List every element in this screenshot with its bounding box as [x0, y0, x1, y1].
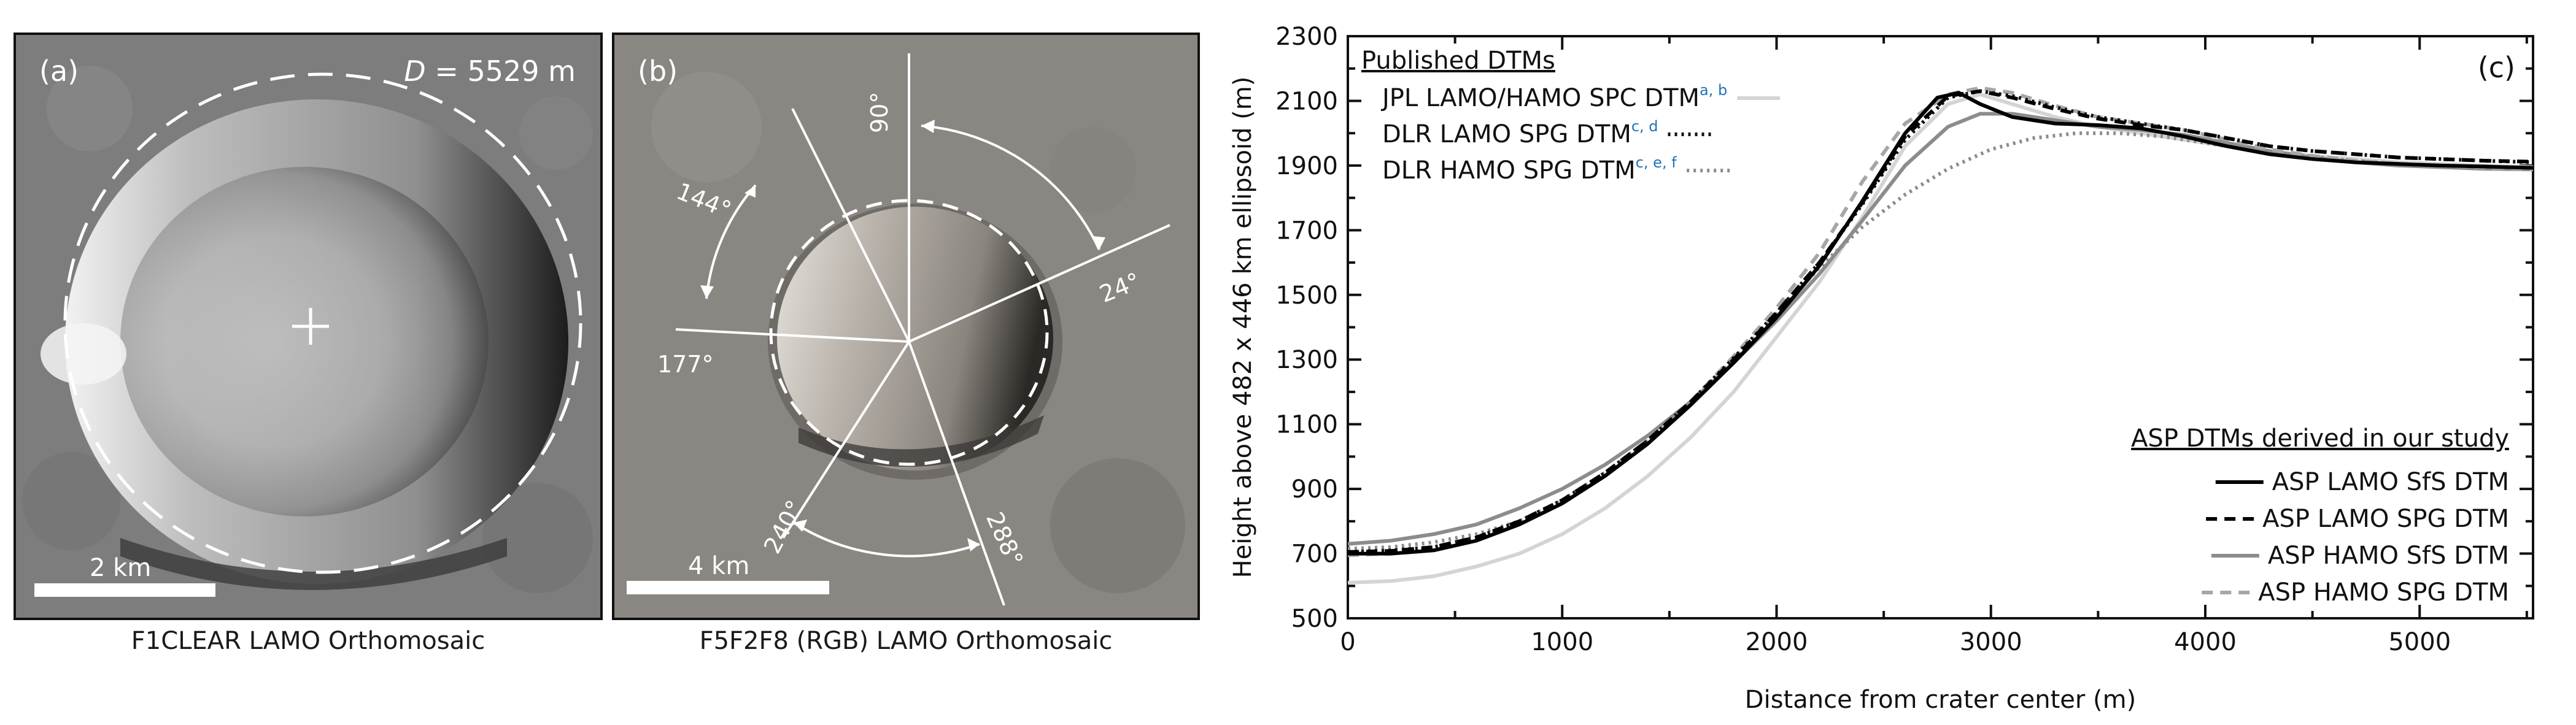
orthomosaic-panel-a: (a) D = 5529 m 2 km: [14, 33, 603, 620]
legend-label: JPL LAMO/HAMO SPC DTMa, b: [1380, 82, 1727, 112]
caption-a: F1CLEAR LAMO Orthomosaic: [131, 627, 485, 655]
panel-label: (a): [39, 55, 79, 88]
x-tick-label: 1000: [1531, 628, 1593, 656]
legend-footnote: c, d: [1631, 118, 1658, 135]
y-tick-label: 900: [1291, 475, 1338, 504]
y-tick-label: 2300: [1275, 23, 1338, 51]
x-tick-label: 3000: [1960, 628, 2022, 656]
y-tick-label: 1900: [1275, 152, 1338, 180]
y-tick-label: 700: [1291, 540, 1338, 569]
diameter-variable: D: [404, 55, 426, 88]
legend-label: ASP LAMO SPG DTM: [2262, 505, 2509, 533]
y-tick-label: 500: [1291, 605, 1338, 633]
panel-label: (c): [2478, 51, 2515, 84]
y-tick-label: 1700: [1275, 217, 1338, 245]
legend-heading-asp: ASP DTMs derived in our study: [2131, 424, 2509, 453]
legend-footnote: a, b: [1700, 82, 1727, 99]
legend-heading-published: Published DTMs: [1361, 47, 1555, 75]
scale-bar: [34, 583, 215, 597]
angle-label: 177°: [657, 351, 714, 378]
orthomosaic-image-b: [614, 35, 1197, 618]
legend-label: ASP HAMO SPG DTM: [2258, 578, 2509, 607]
x-tick-label: 5000: [2388, 628, 2451, 656]
x-axis-label: Distance from crater center (m): [1745, 686, 2136, 714]
legend-label: DLR HAMO SPG DTMc, e, f: [1382, 154, 1677, 185]
series-line-asp-lamo-spg-dtm: [1347, 89, 2534, 554]
x-tick-label: 0: [1340, 628, 1355, 656]
legend-label: DLR LAMO SPG DTMc, d: [1382, 118, 1658, 148]
scale-bar: [627, 581, 829, 594]
diameter-label: D = 5529 m: [404, 55, 576, 88]
series-line-asp-lamo-sfs-dtm: [1348, 91, 2534, 556]
y-tick-label: 1500: [1275, 282, 1338, 310]
series-line-jpl-lamo-hamo-spc-dtm: [1347, 92, 2534, 585]
series-line-dlr-lamo-spg-dtm: [1347, 89, 2534, 554]
y-axis-label: Height above 482 x 446 km ellipsoid (m): [1229, 77, 1257, 578]
orthomosaic-image-a: [16, 35, 600, 618]
y-tick-label: 2100: [1275, 87, 1338, 115]
legend-label: ASP LAMO SfS DTM: [2272, 468, 2509, 496]
x-tick-label: 2000: [1746, 628, 1808, 656]
scale-bar-label: 2 km: [90, 554, 152, 582]
legend-footnote: c, e, f: [1636, 154, 1677, 171]
elevation-profile-chart: 0 1000 2000 3000 4000 5000 500 700 900 1100 1300 15…: [1229, 23, 2534, 714]
y-tick-label: 1300: [1275, 346, 1338, 374]
orthomosaic-panel-b: (b) 90° 144° 24° 177° 240° 288° 4 km: [612, 33, 1200, 620]
legend-label: ASP HAMO SfS DTM: [2268, 542, 2509, 570]
angle-label: 90°: [866, 91, 893, 133]
caption-b: F5F2F8 (RGB) LAMO Orthomosaic: [699, 627, 1113, 655]
y-tick-label: 1100: [1275, 411, 1338, 439]
scale-bar-label: 4 km: [688, 552, 750, 580]
x-tick-label: 4000: [2174, 628, 2237, 656]
panel-label: (b): [638, 55, 678, 88]
diameter-value: = 5529 m: [425, 55, 576, 88]
